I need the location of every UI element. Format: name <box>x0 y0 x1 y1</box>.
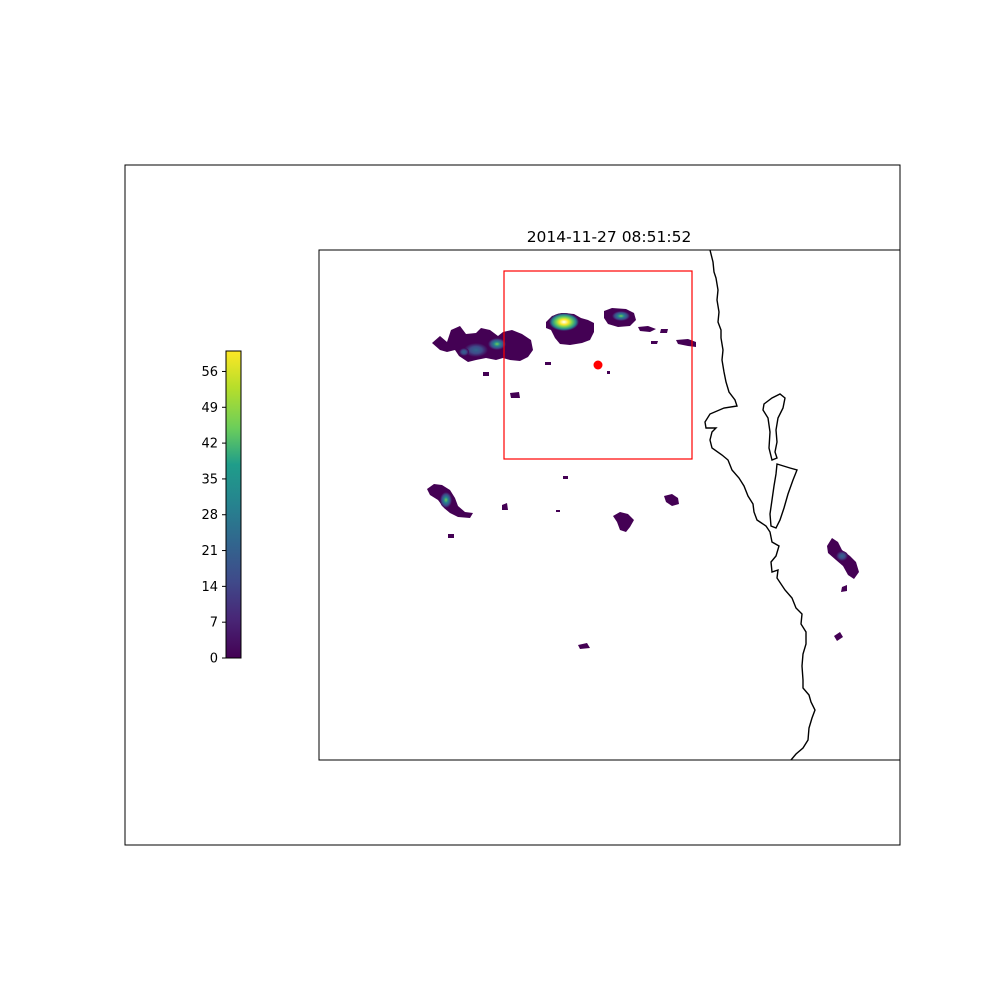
precip-cell <box>660 329 668 333</box>
colorbar-tick-label: 49 <box>201 401 218 416</box>
precip-cell <box>607 371 610 374</box>
precip-cell <box>545 362 551 365</box>
precip-cell <box>448 534 454 538</box>
precip-core <box>836 551 848 561</box>
colorbar-tick-label: 42 <box>201 437 218 452</box>
precip-core <box>549 313 579 331</box>
precip-cell <box>483 372 489 376</box>
precip-core <box>440 492 452 508</box>
colorbar-tick-label: 21 <box>201 544 218 559</box>
precip-cell <box>841 585 847 592</box>
precip-core <box>612 311 630 321</box>
precip-cell <box>556 510 560 512</box>
precip-cell <box>638 326 656 332</box>
map-content <box>427 250 859 760</box>
colorbar-tick-label: 14 <box>201 580 218 595</box>
domain-box <box>503 270 693 460</box>
precip-cell <box>651 341 658 344</box>
map-title: 2014-11-27 08:51:52 <box>527 228 692 246</box>
precip-cell <box>578 643 590 649</box>
precip-cell <box>502 503 508 510</box>
precip-cell <box>664 494 679 506</box>
precip-core <box>464 343 488 357</box>
precipitation-cells <box>427 308 859 649</box>
precip-cell <box>676 339 696 347</box>
colorbar-tick-label: 7 <box>210 616 218 631</box>
precip-cell <box>432 326 533 362</box>
precip-core <box>488 338 506 350</box>
colorbar-tick-label: 28 <box>201 508 218 523</box>
coastal-island <box>762 393 786 461</box>
precip-cell <box>510 392 520 398</box>
coastal-spit <box>769 463 798 529</box>
colorbar-tick-label: 35 <box>201 472 218 487</box>
colorbar-ticks: 0 7 14 21 28 35 42 49 56 <box>201 365 226 667</box>
colorbar-gradient <box>225 350 242 659</box>
precip-cell <box>613 512 634 532</box>
coastline <box>704 250 816 760</box>
colorbar-tick-label: 56 <box>201 365 218 380</box>
precip-core <box>459 348 469 356</box>
station-marker <box>593 360 603 370</box>
colorbar-tick-label: 0 <box>210 652 218 667</box>
precip-cell <box>563 476 568 479</box>
colorbar: 0 7 14 21 28 35 42 49 56 <box>201 350 242 667</box>
map-axes-frame <box>318 249 901 761</box>
precip-cell <box>834 632 843 641</box>
